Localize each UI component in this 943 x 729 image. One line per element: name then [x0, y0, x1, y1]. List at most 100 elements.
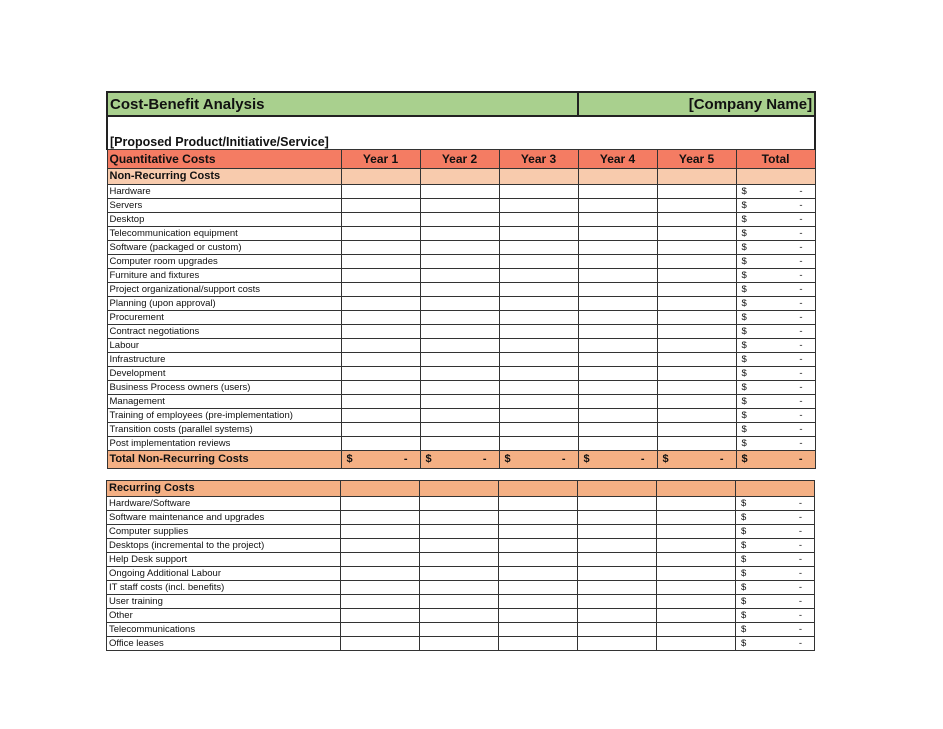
year-cell[interactable] [498, 622, 578, 637]
year-cell[interactable] [656, 552, 736, 567]
year-cell[interactable] [577, 622, 657, 637]
year-cell[interactable] [498, 538, 578, 553]
year-cell[interactable] [577, 184, 658, 199]
year-cell[interactable] [498, 366, 579, 381]
total-cell[interactable]: $ - [735, 268, 816, 283]
year-cell[interactable] [577, 380, 658, 395]
total-cell[interactable]: $ - [735, 338, 816, 353]
year-cell[interactable] [419, 608, 499, 623]
total-cell[interactable]: $ - [735, 408, 816, 423]
year-cell[interactable] [577, 524, 657, 539]
total-cell[interactable]: $ - [735, 310, 816, 325]
year-cell[interactable] [340, 198, 421, 213]
year-cell[interactable] [498, 436, 579, 451]
year-cell[interactable] [419, 184, 500, 199]
year-cell[interactable] [340, 380, 421, 395]
year-cell[interactable] [577, 268, 658, 283]
year-cell[interactable] [419, 296, 500, 311]
year-cell[interactable] [419, 580, 499, 595]
year-cell[interactable] [340, 422, 421, 437]
year-cell[interactable] [340, 184, 421, 199]
year-cell[interactable] [656, 324, 737, 339]
year-cell[interactable] [419, 226, 500, 241]
year-cell[interactable] [419, 510, 499, 525]
year-cell[interactable] [656, 538, 736, 553]
total-cell[interactable]: $ - [735, 552, 815, 567]
year-cell[interactable] [656, 510, 736, 525]
year-cell[interactable] [656, 594, 736, 609]
year-cell[interactable] [577, 636, 657, 651]
year-cell[interactable] [340, 524, 420, 539]
year-cell[interactable] [577, 594, 657, 609]
total-cell[interactable]: $ - [735, 324, 816, 339]
total-cell[interactable]: $ - [735, 524, 815, 539]
year-cell[interactable] [419, 422, 500, 437]
year-cell[interactable] [340, 282, 421, 297]
year-cell[interactable] [340, 436, 421, 451]
company-name[interactable]: [Company Name] [577, 91, 817, 117]
year-cell[interactable] [498, 212, 579, 227]
year-cell[interactable] [419, 282, 500, 297]
year-cell[interactable] [340, 324, 421, 339]
year-cell[interactable] [656, 422, 737, 437]
year-cell[interactable] [656, 496, 736, 511]
year-cell[interactable] [498, 380, 579, 395]
year-cell[interactable] [577, 324, 658, 339]
year-cell[interactable] [656, 268, 737, 283]
year-cell[interactable] [498, 282, 579, 297]
year-cell[interactable] [419, 380, 500, 395]
total-cell[interactable]: $ - [735, 184, 816, 199]
total-cell[interactable]: $ - [735, 394, 816, 409]
year-cell[interactable] [419, 240, 500, 255]
year-cell[interactable] [577, 226, 658, 241]
year-cell[interactable] [577, 310, 658, 325]
total-cell[interactable]: $ - [735, 366, 816, 381]
year-cell[interactable] [656, 184, 737, 199]
year-cell[interactable] [340, 408, 421, 423]
year-cell[interactable] [498, 338, 579, 353]
year-cell[interactable] [498, 184, 579, 199]
year-cell[interactable] [340, 510, 420, 525]
year-cell[interactable] [419, 352, 500, 367]
year-cell[interactable] [577, 408, 658, 423]
year-cell[interactable] [340, 240, 421, 255]
total-cell[interactable]: $ - [735, 422, 816, 437]
year-cell[interactable] [419, 366, 500, 381]
year-cell[interactable] [656, 636, 736, 651]
year-cell[interactable] [577, 422, 658, 437]
total-cell[interactable]: $ - [735, 352, 816, 367]
total-cell[interactable]: $ - [735, 608, 815, 623]
year-cell[interactable] [656, 380, 737, 395]
year-cell[interactable] [498, 310, 579, 325]
year-cell[interactable] [419, 394, 500, 409]
total-cell[interactable]: $ - [735, 212, 816, 227]
year-cell[interactable] [419, 524, 499, 539]
proposed-product[interactable]: [Proposed Product/Initiative/Service] [105, 115, 817, 150]
total-cell[interactable]: $ - [735, 226, 816, 241]
year-cell[interactable] [577, 496, 657, 511]
year-cell[interactable] [340, 352, 421, 367]
year-cell[interactable] [577, 282, 658, 297]
year-cell[interactable] [577, 212, 658, 227]
year-cell[interactable] [498, 226, 579, 241]
year-cell[interactable] [656, 366, 737, 381]
year-cell[interactable] [577, 254, 658, 269]
year-cell[interactable] [498, 352, 579, 367]
year-cell[interactable] [340, 296, 421, 311]
year-cell[interactable] [656, 310, 737, 325]
year-cell[interactable] [340, 254, 421, 269]
year-cell[interactable] [656, 622, 736, 637]
year-cell[interactable] [656, 580, 736, 595]
year-cell[interactable] [577, 608, 657, 623]
year-cell[interactable] [340, 226, 421, 241]
year-cell[interactable] [577, 436, 658, 451]
year-cell[interactable] [340, 538, 420, 553]
year-cell[interactable] [498, 608, 578, 623]
year-cell[interactable] [656, 226, 737, 241]
year-cell[interactable] [498, 198, 579, 213]
year-cell[interactable] [656, 352, 737, 367]
total-cell[interactable]: $ - [735, 436, 816, 451]
year-cell[interactable] [419, 594, 499, 609]
year-cell[interactable] [419, 338, 500, 353]
year-cell[interactable] [419, 310, 500, 325]
